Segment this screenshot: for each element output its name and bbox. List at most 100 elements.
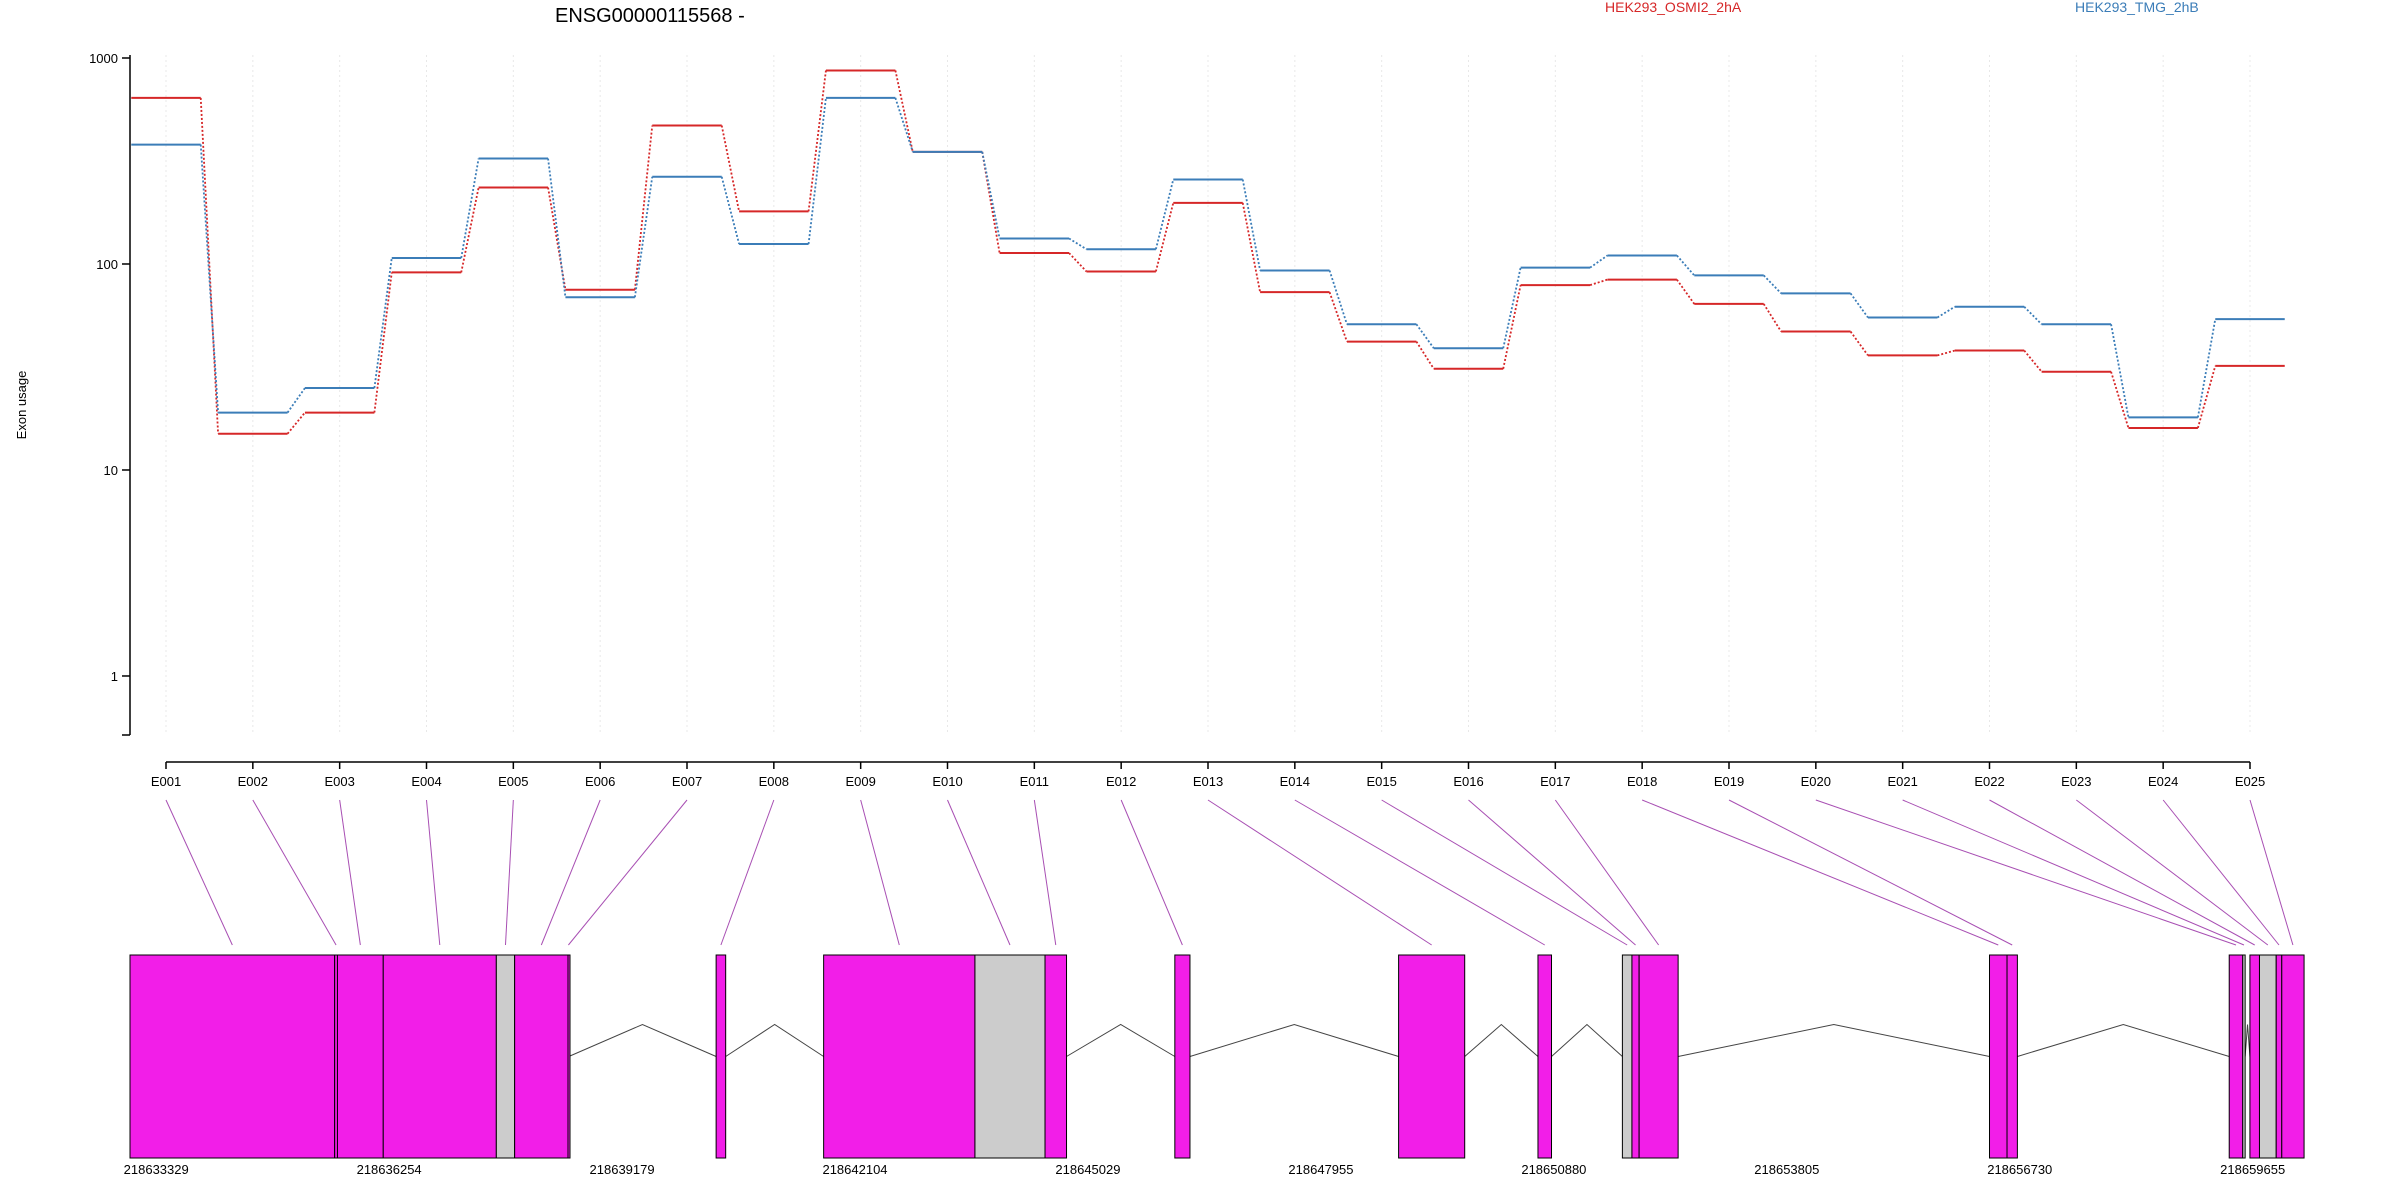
exon-block-e006 — [514, 954, 569, 1159]
series-0-connector-e011 — [1068, 252, 1088, 273]
series-0-connector-e023 — [2110, 371, 2130, 429]
connector-e003 — [339, 799, 361, 946]
series-1-connector-e022 — [2023, 306, 2043, 325]
coordinate-label-1: 218633329 — [124, 1162, 189, 1177]
intron-8 — [2017, 1023, 2230, 1057]
x-tick-label-e010: E010 — [932, 774, 962, 789]
coordinate-label-4: 218642104 — [822, 1162, 887, 1177]
series-1-connector-e015 — [1415, 323, 1435, 349]
x-tick-label-e007: E007 — [672, 774, 702, 789]
series-0-connector-e004 — [460, 187, 480, 273]
connector-e024 — [2162, 799, 2280, 946]
series-1-connector-e019 — [1763, 274, 1782, 295]
exon-block-e012 — [1174, 954, 1191, 1159]
series-1-connector-e014 — [1328, 270, 1348, 325]
vertical-gridlines — [165, 55, 2251, 735]
series-0-connector-e015 — [1415, 341, 1435, 370]
series-0-connector-e022 — [2023, 349, 2043, 373]
series-0-connector-e007 — [720, 125, 740, 212]
connector-e016 — [1468, 799, 1636, 946]
connector-e014 — [1294, 799, 1545, 946]
intron-9 — [2244, 1024, 2251, 1057]
x-tick-label-e016: E016 — [1453, 774, 1483, 789]
exon-block-e024 — [2275, 954, 2283, 1159]
x-tick-label-e025: E025 — [2235, 774, 2265, 789]
exon-block-e001 — [129, 954, 336, 1159]
y-tick-label-100: 100 — [96, 257, 118, 272]
exon-block-e016 — [1631, 954, 1640, 1159]
y-axis: 1 10 100 1000 — [89, 51, 131, 736]
exon-block-e008 — [715, 954, 727, 1159]
series-0-connector-e014 — [1328, 291, 1348, 342]
series-hek293-osmi2-2ha — [131, 69, 2285, 435]
series-1-connector-e013 — [1241, 179, 1261, 271]
connector-e025 — [2249, 799, 2294, 946]
connector-e001 — [165, 799, 233, 946]
connector-e022 — [1989, 799, 2255, 946]
x-tick-label-e002: E002 — [238, 774, 268, 789]
connector-e015 — [1381, 799, 1628, 946]
exon-block-e015 — [1621, 954, 1633, 1159]
series-lines — [131, 69, 2285, 435]
x-tick-label-e004: E004 — [411, 774, 441, 789]
x-tick-label-e013: E013 — [1193, 774, 1223, 789]
exon-block-e018 — [1989, 954, 2008, 1159]
series-1-connector-e004 — [460, 158, 480, 259]
exon-block-e013 — [1398, 954, 1466, 1159]
connector-e009 — [860, 799, 900, 946]
connector-e023 — [2076, 799, 2269, 946]
x-tick-label-e011: E011 — [1020, 774, 1049, 789]
exon-block-e005 — [495, 954, 516, 1159]
exon-block-e009 — [823, 954, 976, 1159]
exon-block-e023 — [2258, 954, 2277, 1159]
coordinate-label-5: 218645029 — [1055, 1162, 1120, 1177]
series-1-connector-e007 — [720, 176, 740, 245]
series-1-connector-e018 — [1676, 254, 1695, 277]
connector-e004 — [426, 799, 441, 946]
series-1-connector-e024 — [2197, 318, 2217, 418]
series-0-connector-e008 — [807, 70, 827, 212]
series-0-connector-e013 — [1241, 202, 1261, 293]
series-0-connector-e024 — [2197, 365, 2217, 429]
x-tick-label-e020: E020 — [1801, 774, 1831, 789]
x-tick-label-e009: E009 — [845, 774, 875, 789]
x-tick-label-e018: E018 — [1627, 774, 1657, 789]
exon-block-e022 — [2249, 954, 2260, 1159]
x-tick-label-e017: E017 — [1540, 774, 1570, 789]
series-0-connector-e018 — [1676, 279, 1695, 305]
connector-e017 — [1554, 799, 1660, 946]
connector-e008 — [720, 799, 775, 946]
series-1-connector-e011 — [1068, 237, 1087, 250]
intron-2 — [725, 1023, 824, 1057]
x-tick-label-e022: E022 — [1974, 774, 2004, 789]
connector-e021 — [1902, 799, 2245, 946]
coordinate-label-3: 218639179 — [590, 1162, 655, 1177]
connector-e005 — [504, 799, 514, 946]
connector-e006 — [540, 799, 601, 946]
series-1-connector-e002 — [286, 387, 306, 414]
connector-e007 — [568, 799, 688, 946]
connector-e002 — [252, 799, 337, 946]
x-axis: E001 E002 E003 E004 E005 E006 E007 E008 E009 E010… — [151, 761, 2265, 789]
connector-e012 — [1120, 799, 1183, 946]
legend-entry-hek293-osmi2-2ha: HEK293_OSMI2_2hA — [1605, 0, 1742, 15]
intron-6 — [1551, 1023, 1623, 1057]
series-0-connector-e009 — [894, 70, 914, 153]
x-tick-label-e006: E006 — [585, 774, 615, 789]
x-tick-label-e003: E003 — [324, 774, 354, 789]
coordinate-label-10: 218659655 — [2220, 1162, 2285, 1177]
series-0-connector-e021 — [1937, 349, 1956, 357]
series-0-connector-e017 — [1589, 278, 1608, 286]
intron-3 — [1066, 1023, 1176, 1057]
exon-block-e014 — [1537, 954, 1553, 1159]
x-tick-label-e023: E023 — [2061, 774, 2091, 789]
intron-7 — [1678, 1023, 1990, 1057]
intron-5 — [1464, 1023, 1539, 1057]
series-1-connector-e016 — [1502, 267, 1522, 349]
series-0-connector-e016 — [1502, 284, 1522, 369]
series-1-connector-e020 — [1849, 292, 1869, 319]
y-tick-label-10: 10 — [104, 463, 118, 478]
x-tick-label-e024: E024 — [2148, 774, 2178, 789]
y-tick-label-1: 1 — [111, 669, 118, 684]
x-tick-label-e008: E008 — [759, 774, 789, 789]
